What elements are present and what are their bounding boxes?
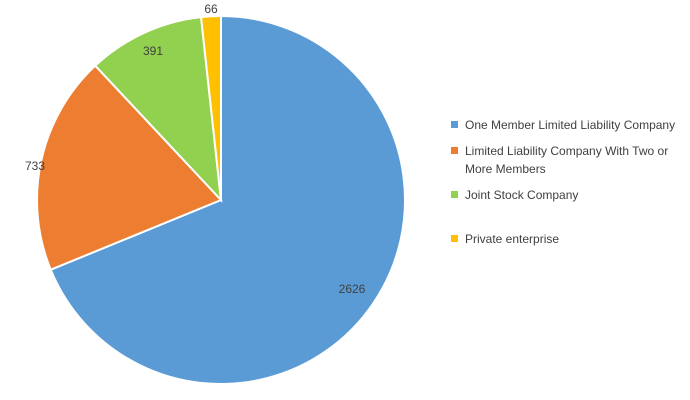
slice-value-label-one-member-llc: 2626 [339, 282, 366, 296]
legend-swatch-multi-member-llc [451, 147, 458, 154]
legend-label-private-enterprise: Private enterprise [465, 232, 560, 246]
pie-slice-multi-member-llc [36, 64, 223, 272]
legend-item-joint-stock: Joint Stock Company [451, 186, 686, 204]
pie-slice-joint-stock [93, 15, 223, 203]
legend-swatch-private-enterprise [451, 235, 458, 242]
pie-slice-private-enterprise [199, 14, 222, 201]
legend-swatch-joint-stock [451, 191, 458, 198]
legend-label-one-member-llc: One Member Limited Liability Company [465, 118, 676, 132]
legend-label-joint-stock: Joint Stock Company [465, 188, 579, 202]
legend-item-multi-member-llc: Limited Liability Company With Two or Mo… [451, 142, 686, 178]
legend-swatch-one-member-llc [451, 121, 458, 128]
pie-plot-area: 2626 733 391 66 [25, 2, 406, 385]
legend-item-one-member-llc: One Member Limited Liability Company [451, 116, 686, 134]
pie-slice-one-member-llc [49, 14, 406, 385]
slice-value-label-multi-member-llc: 733 [25, 159, 45, 173]
legend-label-multi-member-llc: Limited Liability Company With Two or Mo… [465, 144, 669, 176]
pie-slices [36, 14, 406, 385]
chart-legend: One Member Limited Liability Company Lim… [451, 116, 686, 274]
pie-value-labels: 2626 733 391 66 [25, 2, 366, 296]
slice-value-label-joint-stock: 391 [143, 44, 163, 58]
legend-item-private-enterprise: Private enterprise [451, 230, 686, 248]
slice-value-label-private-enterprise: 66 [204, 2, 218, 16]
